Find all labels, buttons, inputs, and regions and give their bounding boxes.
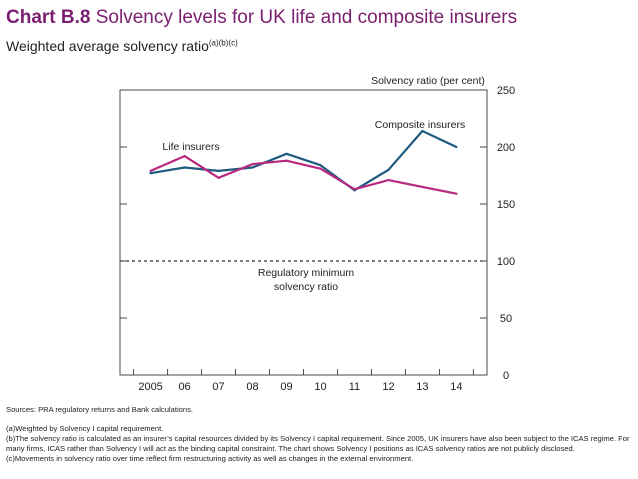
x-tick-label: 10	[314, 381, 326, 393]
y-tick-label: 200	[497, 142, 515, 154]
composite-insurers-point	[455, 145, 458, 149]
x-tick-label: 2005	[138, 381, 162, 393]
y-tick-label: 150	[497, 199, 515, 211]
life-insurers-point	[183, 155, 186, 158]
solvency-line-chart: 2005 06 07 08 09 10 11 12 13 14 0 50 100 150 200 250 S…	[119, 75, 515, 393]
x-tick-label: 12	[382, 381, 394, 393]
composite-insurers-point	[421, 129, 424, 133]
footnote-c: (c)Movements in solvency ratio over time…	[6, 454, 414, 463]
chart-number: Chart B.8	[6, 7, 91, 28]
x-tick-label: 13	[416, 381, 428, 393]
x-tick-label: 07	[212, 381, 224, 393]
chart-title-text: Solvency levels for UK life and composit…	[95, 7, 518, 28]
composite-insurers-point	[183, 166, 186, 169]
y-axis-title: Solvency ratio (per cent)	[371, 75, 485, 87]
composite-insurers-point	[387, 168, 390, 171]
x-tick-label: 11	[349, 381, 360, 393]
x-tick-label: 09	[280, 381, 292, 393]
life-insurers-point	[455, 192, 458, 195]
life-insurers-point	[149, 169, 152, 173]
y-tick-label: 50	[500, 313, 512, 325]
composite-insurers-point	[217, 169, 220, 173]
life-insurers-point	[319, 167, 322, 170]
life-insurers-point	[353, 188, 356, 191]
composite-insurers-point	[319, 164, 322, 167]
plot-frame	[119, 89, 488, 376]
y-tick-label: 0	[503, 370, 509, 382]
x-tick-label: 06	[178, 381, 190, 393]
life-insurers-point	[251, 163, 254, 166]
chart-subtitle: Weighted average solvency ratio(a)(b)(c)	[6, 38, 238, 54]
life-insurers-point	[387, 178, 390, 182]
footnote-b: (b)The solvency ratio is calculated as a…	[6, 434, 630, 453]
x-tick-label: 14	[450, 381, 462, 393]
x-tick-label: 08	[246, 381, 258, 393]
composite-insurers-line	[150, 129, 457, 192]
y-tick-label: 250	[497, 85, 515, 97]
regulatory-minimum-label-line-1: Regulatory minimum	[258, 267, 355, 279]
life-insurers-point	[421, 185, 424, 188]
subtitle-text: Weighted average solvency ratio	[6, 38, 209, 54]
life-insurers-line	[150, 155, 457, 195]
sources-note: Sources: PRA regulatory returns and Bank…	[6, 405, 193, 414]
life-insurers-point	[217, 176, 220, 179]
subtitle-footnote-refs: (a)(b)(c)	[208, 38, 238, 48]
footnote-a: (a)Weighted by Solvency I capital requir…	[6, 424, 164, 433]
life-insurers-point	[285, 159, 288, 162]
chart-title: Chart B.8 Solvency levels for UK life an…	[6, 7, 517, 29]
regulatory-minimum-label-line-2: solvency ratio	[274, 281, 338, 293]
chart-footnotes: Sources: PRA regulatory returns and Bank…	[6, 405, 632, 464]
composite-insurers-point	[149, 172, 152, 175]
composite-insurers-point	[251, 166, 254, 169]
life-insurers-label: Life insurers	[162, 141, 219, 153]
y-tick-label: 100	[497, 256, 515, 268]
composite-insurers-label: Composite insurers	[375, 119, 465, 131]
composite-insurers-point	[285, 152, 288, 155]
